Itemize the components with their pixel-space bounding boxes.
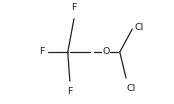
Text: F: F xyxy=(67,87,73,96)
Text: Cl: Cl xyxy=(135,23,144,32)
Text: F: F xyxy=(39,48,45,56)
Text: F: F xyxy=(71,3,77,12)
Text: Cl: Cl xyxy=(126,84,136,93)
Text: O: O xyxy=(102,48,110,56)
